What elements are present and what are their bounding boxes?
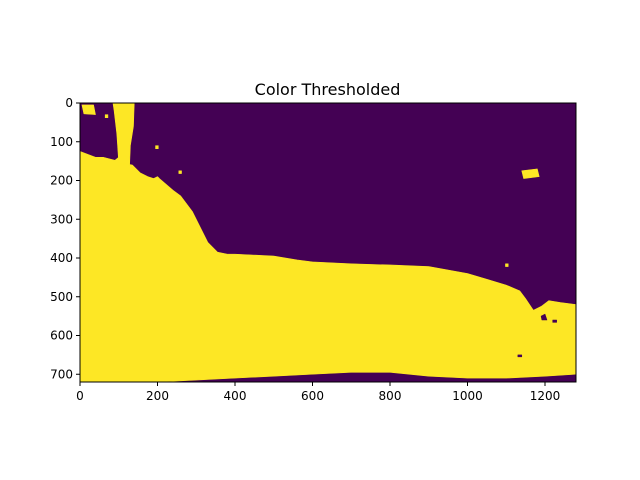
y-axis: 0 100 200 300 400 500 600 700 (50, 96, 80, 381)
region-yellow-small-blob-right (521, 168, 540, 179)
chart-title: Color Thresholded (255, 80, 401, 99)
y-tick-label-300: 300 (50, 212, 73, 226)
y-tick-label-500: 500 (50, 290, 73, 304)
region-yellow-speck-mid-left (178, 170, 182, 174)
x-tick-label-1200: 1200 (530, 389, 561, 403)
region-yellow-top-left-blob (81, 104, 96, 115)
y-tick-label-600: 600 (50, 329, 73, 343)
region-purple-bottom-speck-2 (552, 319, 557, 323)
x-tick-label-0: 0 (76, 389, 84, 403)
region-purple-bottom-hole (540, 313, 548, 321)
x-axis: 0 200 400 600 800 1000 1200 (76, 382, 560, 403)
x-tick-label-800: 800 (379, 389, 402, 403)
region-yellow-main (80, 151, 576, 382)
region-yellow-speck-top-center-left (155, 145, 159, 150)
y-tick-label-700: 700 (50, 367, 73, 381)
image-layer (80, 103, 576, 382)
plot-area (79, 102, 577, 383)
x-tick-label-1000: 1000 (452, 389, 483, 403)
x-tick-label-200: 200 (146, 389, 169, 403)
y-tick-label-100: 100 (50, 135, 73, 149)
y-tick-label-0: 0 (65, 96, 73, 110)
x-tick-label-600: 600 (301, 389, 324, 403)
y-tick-label-400: 400 (50, 251, 73, 265)
region-purple-bottom-speck-1 (517, 354, 523, 358)
region-yellow-speck-mid-right (505, 263, 509, 267)
y-tick-label-200: 200 (50, 174, 73, 188)
region-yellow-vertical-strip (112, 103, 135, 166)
x-tick-label-400: 400 (224, 389, 247, 403)
region-yellow-top-left-speck (104, 114, 109, 119)
plot-frame (79, 102, 577, 383)
